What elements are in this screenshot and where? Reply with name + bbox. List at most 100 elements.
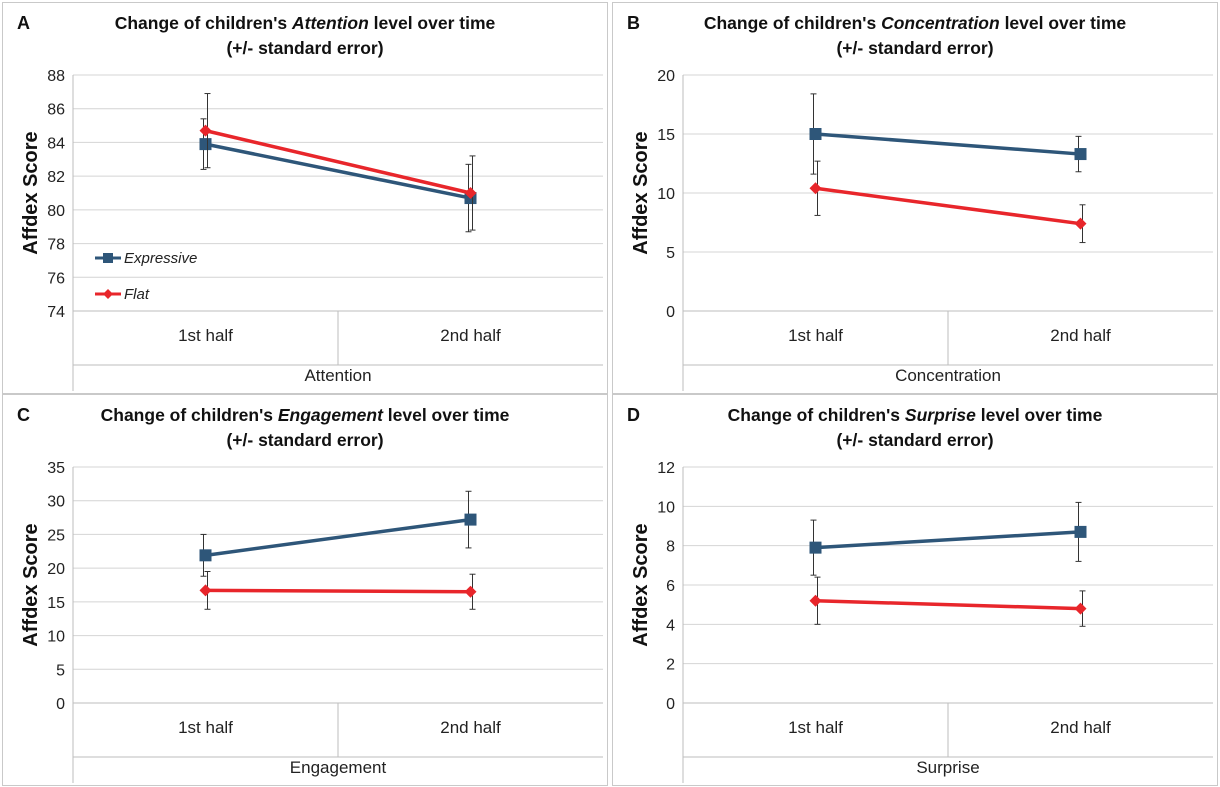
data-point-expressive [1074, 148, 1087, 161]
y-tick-label: 74 [47, 304, 65, 321]
x-category-label: 1st half [178, 718, 233, 737]
y-tick-label: 5 [666, 245, 675, 262]
y-tick-label: 10 [657, 186, 675, 203]
chart-title: Change of children's Attention level ove… [3, 13, 607, 34]
chart-subtitle: (+/- standard error) [226, 38, 384, 58]
series-line-flat [815, 186, 1081, 226]
series-line-expressive [815, 530, 1081, 550]
y-tick-label: 10 [47, 629, 65, 646]
series-line-expressive [205, 517, 471, 558]
data-point-expressive [199, 549, 212, 562]
series-line-expressive [815, 132, 1081, 156]
x-category-label: 2nd half [1050, 718, 1111, 737]
chart-title-em: Concentration [881, 13, 1000, 33]
chart-title-post: level over time [382, 405, 510, 425]
data-point-flat [809, 182, 822, 195]
legend-label: Expressive [124, 250, 197, 267]
x-axis-title: Concentration [895, 366, 1001, 385]
chart-panel-engagement: C Change of children's Engagement level … [2, 394, 608, 786]
y-tick-label: 0 [666, 696, 675, 713]
chart-title: Change of children's Engagement level ov… [3, 405, 607, 426]
panel-letter: B [627, 13, 640, 33]
x-category-label: 1st half [178, 326, 233, 345]
series-line-flat [205, 128, 471, 195]
y-tick-label: 78 [47, 237, 65, 254]
data-point-flat [1074, 602, 1087, 615]
y-axis-title: Affdex Score [20, 131, 42, 254]
chart-panel-concentration: B Change of children's Concentration lev… [612, 2, 1218, 394]
x-category-label: 2nd half [440, 718, 501, 737]
chart-subtitle: (+/- standard error) [836, 430, 994, 450]
y-tick-label: 35 [47, 460, 65, 477]
y-axis-title: Affdex Score [630, 131, 652, 254]
panel-letter: D [627, 405, 640, 425]
y-tick-label: 0 [56, 696, 65, 713]
chart-subtitle: (+/- standard error) [226, 430, 384, 450]
panel-letter: C [17, 405, 30, 425]
x-category-label: 1st half [788, 718, 843, 737]
y-tick-label: 2 [666, 657, 675, 674]
chart-title-em: Engagement [277, 405, 383, 425]
y-tick-label: 0 [666, 304, 675, 321]
data-point-flat [809, 594, 822, 607]
data-point-expressive [809, 541, 822, 554]
chart-title-pre: Change of children's [727, 405, 905, 425]
y-tick-label: 86 [47, 102, 65, 119]
chart-svg: 74 76 78 80 82 84 86 88 1st half 2nd half Attentio… [20, 68, 603, 391]
series-line-expressive [205, 142, 471, 200]
data-point-expressive [1074, 525, 1087, 538]
y-tick-label: 5 [56, 662, 65, 679]
chart-title-post: level over time [999, 13, 1127, 33]
chart-title: Change of children's Concentration level… [613, 13, 1217, 34]
y-tick-label: 80 [47, 203, 65, 220]
y-tick-label: 88 [47, 68, 65, 85]
chart-title-pre: Change of children's [100, 405, 278, 425]
data-point-flat [199, 584, 212, 597]
y-tick-label: 10 [657, 499, 675, 516]
chart-title-post: level over time [368, 13, 496, 33]
x-axis-title: Engagement [290, 758, 387, 777]
series-line-flat [205, 588, 471, 594]
chart-panel-attention: A Change of children's Attention level o… [2, 2, 608, 394]
legend-marker [103, 253, 113, 263]
data-point-expressive [809, 128, 822, 140]
y-tick-label: 4 [666, 617, 675, 634]
y-tick-label: 25 [47, 527, 65, 544]
data-point-flat [1074, 217, 1087, 230]
panel-letter: A [17, 13, 30, 33]
y-tick-label: 12 [657, 460, 675, 477]
chart-subtitle: (+/- standard error) [836, 38, 994, 58]
data-point-flat [464, 585, 477, 598]
y-tick-label: 15 [657, 127, 675, 144]
x-category-label: 2nd half [1050, 326, 1111, 345]
y-tick-label: 76 [47, 270, 65, 287]
y-tick-label: 20 [47, 561, 65, 578]
data-point-expressive [199, 138, 212, 151]
chart-title-pre: Change of children's [703, 13, 882, 33]
x-axis-title: Surprise [916, 758, 979, 777]
chart-svg: 0 5 10 15 20 1st half 2nd half Concentration Aff… [630, 68, 1213, 391]
chart-title-pre: Change of children's [114, 13, 292, 33]
y-tick-label: 15 [47, 595, 65, 612]
chart-title-em: Attention [291, 13, 369, 33]
y-tick-label: 84 [47, 135, 65, 152]
chart-title-em: Surprise [904, 405, 976, 425]
y-tick-label: 20 [657, 68, 675, 85]
x-axis-title: Attention [304, 366, 371, 385]
chart-title-post: level over time [975, 405, 1103, 425]
chart-svg: 0 5 10 15 20 25 30 35 1st half 2nd half Engagement… [20, 460, 603, 783]
data-point-flat [199, 124, 212, 137]
chart-panel-surprise: D Change of children's Surprise level ov… [612, 394, 1218, 786]
chart-title: Change of children's Surprise level over… [613, 405, 1217, 426]
chart-svg: 0 2 4 6 8 10 12 1st half 2nd half Surprise Affdex … [630, 460, 1213, 783]
x-category-label: 2nd half [440, 326, 501, 345]
y-tick-label: 6 [666, 578, 675, 595]
legend-label: Flat [124, 286, 150, 303]
y-tick-label: 30 [47, 494, 65, 511]
series-line-flat [815, 598, 1081, 611]
data-point-flat [464, 187, 477, 199]
y-axis-title: Affdex Score [630, 523, 652, 646]
y-axis-title: Affdex Score [20, 523, 42, 646]
legend-marker [103, 289, 113, 299]
y-tick-label: 82 [47, 169, 65, 186]
